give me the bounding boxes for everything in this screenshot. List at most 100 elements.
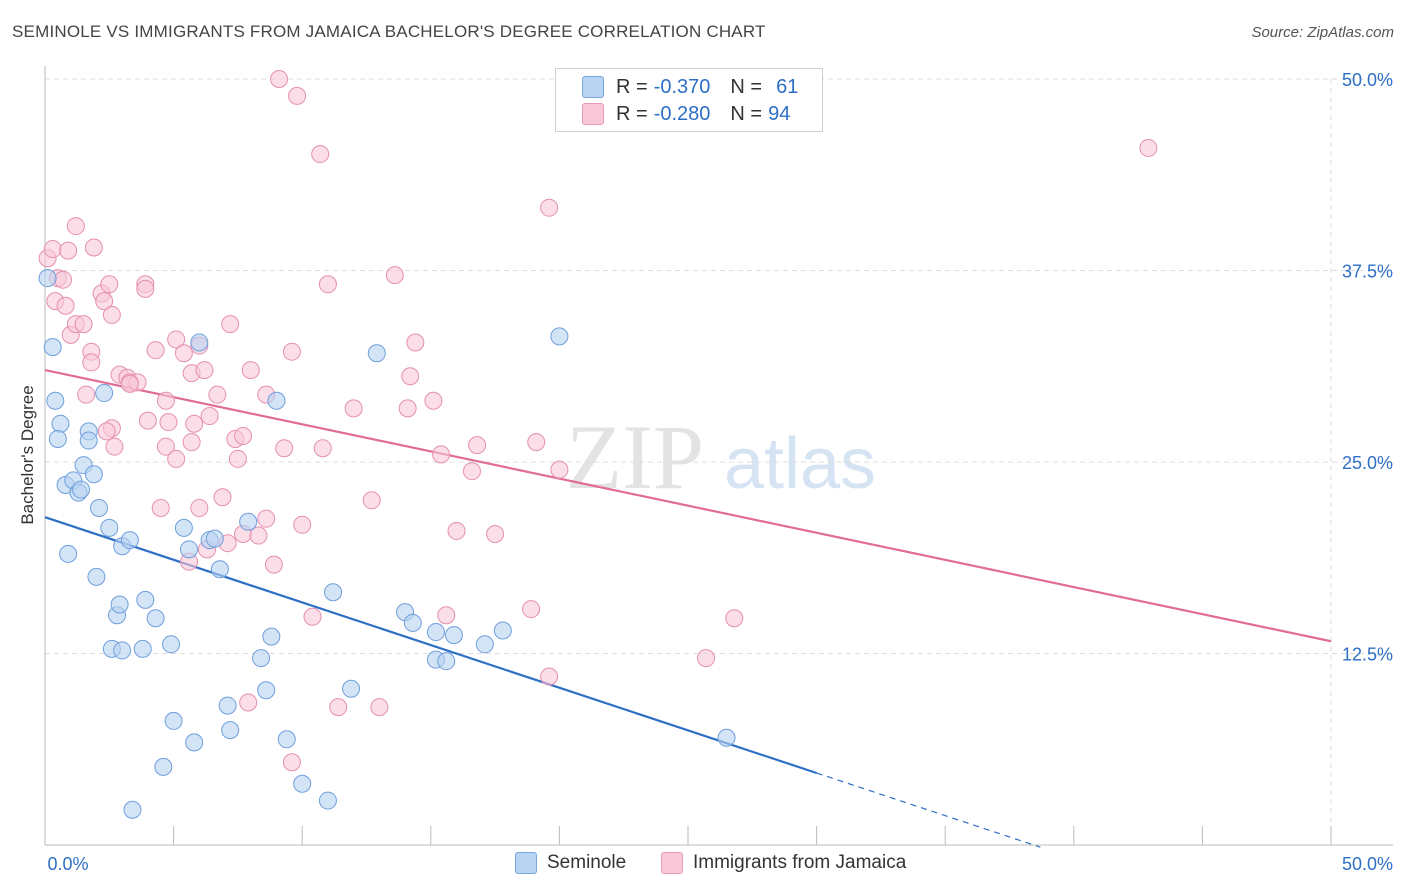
seminole-r-value: -0.370 (653, 75, 711, 98)
jamaica-point (97, 422, 116, 441)
jamaica-point (221, 315, 240, 334)
legend-row-seminole: R = -0.370 N = 61 (556, 74, 798, 100)
seminole-point (95, 384, 114, 403)
jamaica-point (385, 266, 404, 285)
seminole-point (426, 623, 445, 642)
jamaica-point (190, 498, 209, 517)
seminole-point (367, 344, 386, 363)
jamaica-point (401, 367, 420, 386)
jamaica-point (344, 399, 363, 418)
jamaica-point (362, 491, 381, 510)
jamaica-point (200, 407, 219, 426)
seminole-point (154, 757, 173, 776)
jamaica-point (59, 241, 78, 260)
jamaica-point (82, 353, 101, 372)
jamaica-point (725, 609, 744, 628)
seminole-point (493, 621, 512, 640)
legend-item-seminole: Seminole (515, 852, 626, 874)
seminole-point (267, 391, 286, 410)
jamaica-point (303, 607, 322, 626)
y-tick-label: 12.5% (1342, 645, 1393, 665)
jamaica-point (228, 449, 247, 468)
jamaica-point (102, 305, 121, 324)
jamaica-point (540, 667, 559, 686)
seminole-point (218, 696, 237, 715)
seminole-point (262, 627, 281, 646)
seminole-point (120, 531, 139, 550)
jamaica-point (264, 555, 283, 574)
jamaica-point (282, 753, 301, 772)
jamaica-point (167, 449, 186, 468)
trend-line (44, 369, 1332, 643)
jamaica-point (120, 374, 139, 393)
seminole-r-label: R = (616, 75, 648, 98)
jamaica-point (159, 413, 178, 432)
jamaica-n-value: 94 (768, 102, 791, 125)
legend-seminole-label: Seminole (547, 852, 627, 873)
seminole-point (717, 728, 736, 747)
seminole-point (110, 595, 129, 614)
jamaica-point (151, 498, 170, 517)
seminole-point (342, 679, 361, 698)
jamaica-point (1139, 138, 1158, 157)
jamaica-point (241, 361, 260, 380)
trend-line (44, 516, 817, 775)
legend-row-jamaica: R = -0.280 N = 94 (556, 101, 790, 127)
jamaica-point (522, 600, 541, 619)
jamaica-point (167, 330, 186, 349)
jamaica-point (156, 391, 175, 410)
seminole-point (72, 480, 91, 499)
jamaica-point (270, 70, 289, 88)
seminole-swatch (582, 76, 604, 98)
seminole-point (146, 609, 165, 628)
seminole-point (162, 635, 181, 654)
jamaica-point (84, 238, 103, 257)
jamaica-point (74, 315, 93, 334)
seminole-point (205, 529, 224, 548)
jamaica-point (550, 460, 569, 479)
jamaica-point (437, 606, 456, 625)
legend-seminole-swatch (515, 852, 537, 874)
jamaica-point (182, 433, 201, 452)
jamaica-point (234, 426, 253, 445)
seminole-point (48, 430, 67, 449)
jamaica-point (468, 436, 487, 455)
seminole-point (180, 540, 199, 559)
trend-line-extension (816, 772, 1041, 848)
jamaica-point (249, 526, 268, 545)
seminole-point (84, 465, 103, 484)
seminole-point (38, 269, 57, 288)
seminole-point (136, 590, 155, 609)
jamaica-point (697, 649, 716, 668)
jamaica-point (156, 437, 175, 456)
y-tick-label: 50.0% (1342, 70, 1393, 90)
seminole-point (257, 681, 276, 700)
jamaica-point (185, 414, 204, 433)
jamaica-point (432, 445, 451, 464)
chart-title: SEMINOLE VS IMMIGRANTS FROM JAMAICA BACH… (12, 22, 766, 41)
jamaica-point (293, 515, 312, 534)
seminole-point (403, 613, 422, 632)
jamaica-point (406, 333, 425, 352)
legend-jamaica-swatch (661, 852, 683, 874)
source-label: Source: ZipAtlas.com (1251, 24, 1394, 41)
seminole-point (59, 544, 78, 563)
y-tick-label: 25.0% (1342, 453, 1393, 473)
seminole-point (252, 649, 271, 668)
seminole-point (90, 498, 109, 517)
seminole-point (87, 567, 106, 586)
jamaica-point (318, 275, 337, 294)
seminole-point (185, 733, 204, 752)
jamaica-point (146, 341, 165, 360)
watermark-zip: ZIP (566, 406, 704, 508)
jamaica-point (54, 270, 73, 289)
jamaica-point (424, 391, 443, 410)
correlation-legend: R = -0.370 N = 61 R = -0.280 N = 94 (555, 68, 823, 132)
jamaica-point (462, 462, 481, 481)
seminole-point (444, 626, 463, 645)
jamaica-point (329, 698, 348, 717)
y-tick-label: 37.5% (1342, 262, 1393, 282)
seminole-n-label: N = (730, 75, 763, 98)
jamaica-point (66, 217, 85, 236)
